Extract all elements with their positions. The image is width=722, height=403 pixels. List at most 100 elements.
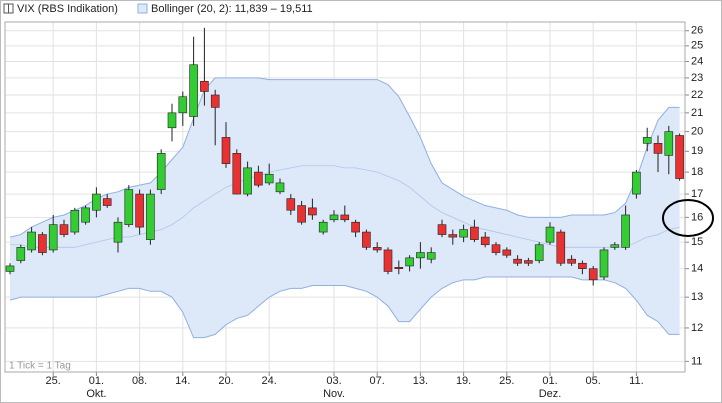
x-tick-label: 13. bbox=[413, 375, 428, 387]
candle-body bbox=[362, 231, 371, 248]
candle-body bbox=[632, 171, 641, 195]
candle-body bbox=[621, 214, 630, 248]
candle-body bbox=[167, 112, 177, 129]
y-tick-label: 17 bbox=[691, 188, 703, 200]
candle-body bbox=[480, 236, 490, 246]
x-month-label: Dez. bbox=[539, 388, 562, 400]
candle-body bbox=[38, 234, 47, 253]
candle-body bbox=[513, 258, 522, 264]
candle-body bbox=[318, 221, 328, 233]
candle-body bbox=[534, 244, 544, 261]
candle-body bbox=[578, 262, 587, 269]
candle-body bbox=[81, 207, 90, 223]
legend: VIX (RBS Indikation) Bollinger (20, 2): … bbox=[3, 3, 313, 15]
candle-body bbox=[48, 224, 58, 251]
y-tick-label: 11 bbox=[691, 355, 702, 367]
candle-body bbox=[92, 193, 101, 211]
candle-body bbox=[308, 207, 317, 216]
candle-body bbox=[351, 221, 360, 233]
candle-body bbox=[5, 265, 15, 272]
candle-body bbox=[146, 193, 155, 240]
y-tick-label: 22 bbox=[691, 89, 703, 101]
footnote: 1 Tick = 1 Tag bbox=[9, 361, 71, 372]
candle-body bbox=[394, 267, 404, 269]
legend-label: Bollinger (20, 2): 11,839 – 19,511 bbox=[151, 3, 313, 15]
candle-body bbox=[243, 167, 252, 195]
candle-body bbox=[221, 137, 231, 164]
candle-body bbox=[653, 143, 663, 154]
y-tick-label: 13 bbox=[691, 291, 703, 303]
y-tick-label: 19 bbox=[691, 145, 703, 157]
y-tick-label: 18 bbox=[691, 166, 703, 178]
y-tick-label: 23 bbox=[691, 72, 703, 84]
legend-label: VIX (RBS Indikation) bbox=[17, 3, 118, 15]
annotation-circle bbox=[662, 199, 714, 237]
y-tick-label: 12 bbox=[691, 322, 703, 334]
candle-body bbox=[124, 189, 134, 225]
candle-body bbox=[470, 226, 479, 240]
candle-body bbox=[567, 258, 576, 264]
candle-body bbox=[200, 80, 209, 92]
x-tick-label: 11. bbox=[629, 375, 643, 387]
candle-body bbox=[545, 226, 555, 243]
y-tick-label: 21 bbox=[691, 107, 703, 119]
candle-body bbox=[70, 209, 80, 233]
candle-body bbox=[502, 249, 512, 256]
candle-body bbox=[135, 193, 144, 228]
candle-body bbox=[675, 135, 684, 179]
x-month-label: Nov. bbox=[323, 388, 345, 400]
candle-body bbox=[275, 182, 285, 193]
candle-body bbox=[264, 173, 274, 184]
candle-body bbox=[610, 244, 620, 248]
x-tick-label: 03. bbox=[326, 375, 341, 387]
candle-body bbox=[664, 131, 674, 156]
candle-body bbox=[426, 252, 436, 260]
candle-body bbox=[232, 153, 242, 195]
candle-body bbox=[416, 252, 425, 259]
y-tick-label: 20 bbox=[691, 126, 703, 138]
candle-body bbox=[189, 64, 198, 117]
candle-body bbox=[437, 224, 447, 235]
y-tick-label: 26 bbox=[691, 25, 703, 37]
candle-body bbox=[16, 247, 26, 261]
x-tick-label: 19. bbox=[456, 375, 471, 387]
y-tick-label: 24 bbox=[691, 55, 703, 67]
x-tick-label: 20. bbox=[218, 375, 233, 387]
x-tick-label: 01. bbox=[542, 375, 557, 387]
band-lower bbox=[9, 276, 680, 339]
candle-body bbox=[286, 198, 296, 211]
candle-body bbox=[372, 247, 382, 251]
x-tick-label: 08. bbox=[132, 375, 147, 387]
candle-body bbox=[459, 229, 468, 238]
candle-body bbox=[254, 171, 263, 186]
candle-body bbox=[340, 214, 350, 221]
y-tick-label: 25 bbox=[691, 40, 703, 52]
x-tick-label: 05. bbox=[586, 375, 601, 387]
candle-body bbox=[556, 231, 566, 264]
candle-body bbox=[27, 231, 36, 251]
candle-body bbox=[329, 214, 339, 221]
candle-body bbox=[102, 198, 112, 206]
x-tick-label: 24. bbox=[262, 375, 277, 387]
x-tick-label: 25. bbox=[46, 375, 61, 387]
x-month-label: Okt. bbox=[86, 388, 106, 400]
candle-body bbox=[59, 224, 69, 235]
y-tick-label: 16 bbox=[691, 211, 703, 223]
candle-body bbox=[297, 205, 306, 223]
plot-frame bbox=[4, 21, 686, 373]
candle-body bbox=[383, 249, 393, 272]
x-tick-label: 01. bbox=[89, 375, 104, 387]
candle-body bbox=[210, 94, 220, 108]
y-tick-label: 14 bbox=[691, 263, 703, 275]
band-upper bbox=[9, 77, 680, 238]
x-tick-label: 14. bbox=[175, 375, 190, 387]
legend-icon bbox=[137, 3, 148, 14]
x-tick-label: 07. bbox=[370, 375, 385, 387]
candle-body bbox=[491, 244, 501, 253]
y-tick-label: 15 bbox=[691, 236, 703, 248]
candle-body bbox=[599, 249, 609, 278]
x-tick-label: 25. bbox=[499, 375, 514, 387]
candle-body bbox=[588, 268, 598, 281]
candle-body bbox=[156, 153, 166, 190]
